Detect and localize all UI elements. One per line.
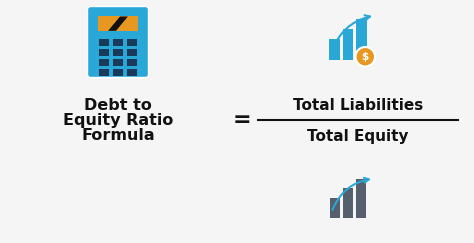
Bar bbox=[99, 49, 109, 56]
Polygon shape bbox=[108, 17, 128, 31]
Bar bbox=[113, 69, 123, 76]
Bar bbox=[343, 188, 353, 218]
Bar bbox=[99, 69, 109, 76]
Bar bbox=[356, 19, 367, 61]
Text: Formula: Formula bbox=[81, 128, 155, 142]
Circle shape bbox=[356, 47, 375, 67]
Bar bbox=[99, 39, 109, 46]
Bar bbox=[113, 49, 123, 56]
Text: Total Equity: Total Equity bbox=[307, 129, 409, 144]
FancyArrowPatch shape bbox=[332, 15, 370, 52]
Bar bbox=[329, 40, 340, 61]
Bar bbox=[113, 59, 123, 66]
Bar bbox=[127, 49, 137, 56]
Text: Equity Ratio: Equity Ratio bbox=[63, 113, 173, 128]
Text: Debt to: Debt to bbox=[84, 97, 152, 113]
Bar bbox=[343, 29, 353, 61]
Bar bbox=[113, 39, 123, 46]
Text: Total Liabilities: Total Liabilities bbox=[293, 97, 423, 113]
FancyBboxPatch shape bbox=[88, 7, 148, 78]
Bar bbox=[99, 59, 109, 66]
FancyArrowPatch shape bbox=[332, 178, 369, 210]
Bar bbox=[127, 59, 137, 66]
Text: =: = bbox=[233, 110, 251, 130]
Bar bbox=[356, 179, 366, 218]
Text: $: $ bbox=[362, 52, 369, 62]
Bar bbox=[127, 69, 137, 76]
Bar bbox=[127, 39, 137, 46]
Bar bbox=[330, 198, 340, 218]
Bar bbox=[98, 17, 138, 31]
